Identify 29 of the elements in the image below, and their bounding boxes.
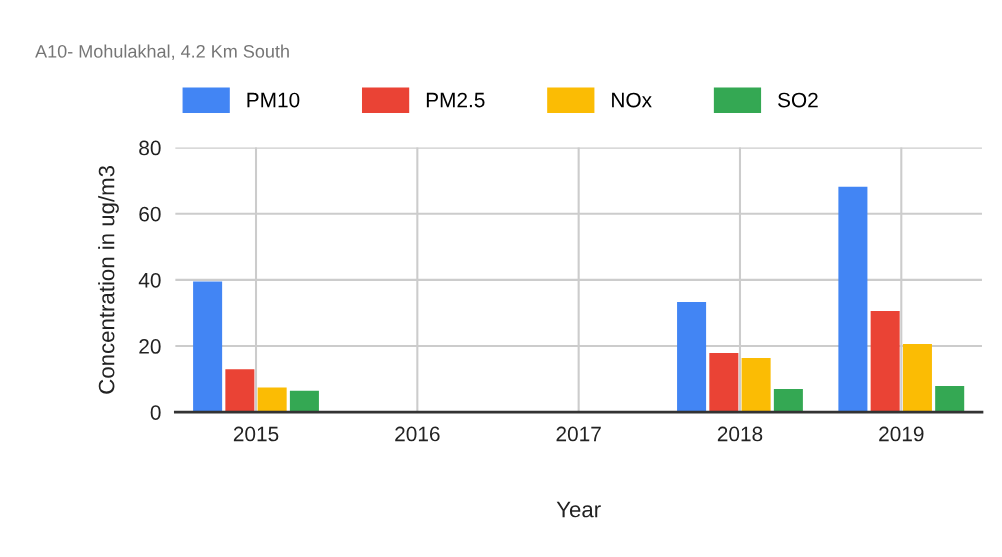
bar <box>935 386 965 413</box>
x-tick-label: 2018 <box>717 426 763 442</box>
legend-label: SO2 <box>778 92 818 108</box>
bar <box>193 281 223 413</box>
bar <box>902 344 932 413</box>
x-tick-label: 2015 <box>233 426 279 442</box>
y-tick-label: 40 <box>138 272 161 288</box>
bar <box>773 389 803 413</box>
bar <box>838 186 868 413</box>
x-tick-label: 2019 <box>879 426 924 442</box>
bar <box>677 302 707 413</box>
bar <box>257 387 287 413</box>
legend-label: NOx <box>612 92 652 108</box>
bar <box>741 357 771 413</box>
legend-label: PM10 <box>247 92 300 108</box>
x-tick-label: 2017 <box>556 426 601 442</box>
y-tick-label: 0 <box>150 405 161 420</box>
chart-title: A10- Mohulakhal, 4.2 Km South <box>35 44 289 60</box>
bar <box>225 369 255 413</box>
bar <box>709 352 739 413</box>
y-tick-label: 20 <box>139 339 161 354</box>
y-tick-label: 80 <box>139 140 161 156</box>
bar <box>870 310 900 413</box>
bar <box>289 390 319 413</box>
legend-label: PM2.5 <box>426 92 485 108</box>
x-tick-label: 2016 <box>395 426 440 442</box>
y-tick-label: 60 <box>139 206 161 222</box>
y-axis-title: Concentration in ug/m3 <box>98 165 119 394</box>
x-axis-title: Year <box>556 501 601 518</box>
